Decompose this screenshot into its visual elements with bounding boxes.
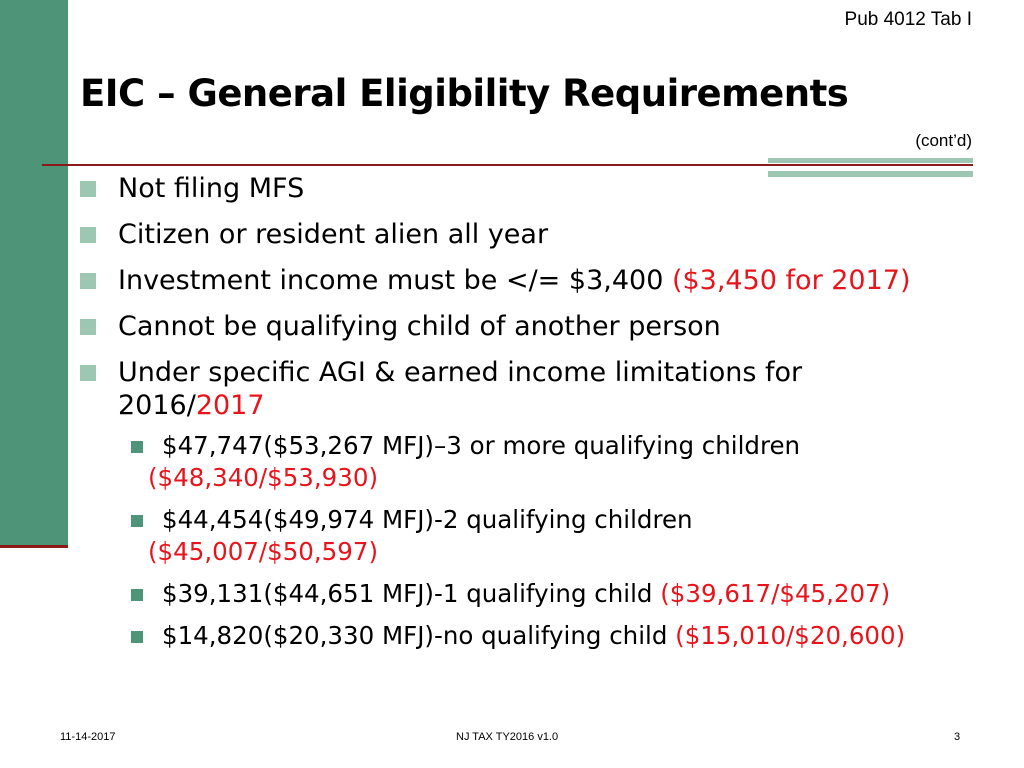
accent-rule-top [768, 158, 973, 163]
bullet-text: Investment income must be </= $3,400 [118, 265, 672, 296]
square-bullet-icon [131, 589, 143, 601]
bullet-qualifying-child: Cannot be qualifying child of another pe… [80, 310, 1020, 343]
square-bullet-icon [131, 441, 143, 453]
slide-content: Not filing MFS Citizen or resident alien… [80, 172, 1020, 662]
bullet-text: Under specific AGI & earned income limit… [118, 357, 803, 421]
side-bar-underline [0, 545, 68, 548]
sub-bullet-two-children: $44,454($49,974 MFJ)-2 qualifying childr… [131, 504, 1020, 568]
footer-version: NJ TAX TY2016 v1.0 [456, 731, 559, 743]
footer-page-number: 3 [954, 731, 961, 743]
bullet-investment-income: Investment income must be </= $3,400 ($3… [80, 264, 1020, 297]
sub-bullet-no-child: $14,820($20,330 MFJ)-no qualifying child… [131, 620, 1020, 652]
bullet-citizen-resident: Citizen or resident alien all year [80, 218, 1020, 251]
side-bar [0, 0, 68, 545]
sub-bullet-text: $44,454($49,974 MFJ)-2 qualifying childr… [162, 505, 693, 534]
square-bullet-icon [80, 181, 96, 197]
sub-bullet-2017-amount: ($39,617/$45,207) [660, 579, 891, 608]
sub-bullet-text: $47,747($53,267 MFJ)–3 or more qualifyin… [162, 431, 801, 460]
square-bullet-icon [80, 365, 96, 381]
pub-reference: Pub 4012 Tab I [844, 9, 972, 30]
bullet-text: Cannot be qualifying child of another pe… [118, 311, 721, 342]
sub-bullet-one-child: $39,131($44,651 MFJ)-1 qualifying child … [131, 578, 1020, 610]
sub-bullet-text: $39,131($44,651 MFJ)-1 qualifying child [162, 579, 661, 608]
sub-bullet-three-children: $47,747($53,267 MFJ)–3 or more qualifyin… [131, 430, 1020, 494]
square-bullet-icon [80, 227, 96, 243]
bullet-2017-amount: ($3,450 for 2017) [671, 265, 911, 296]
sub-bullet-2017-amount: ($48,340/$53,930) [148, 463, 378, 492]
slide-subtitle: (cont’d) [915, 131, 972, 150]
sub-bullet-2017-amount: ($15,010/$20,600) [675, 621, 906, 650]
square-bullet-icon [80, 273, 96, 289]
title-rule [42, 164, 973, 166]
bullet-not-filing-mfs: Not filing MFS [80, 172, 1020, 205]
accent-rule-bottom [768, 171, 973, 177]
bullet-2017-year: 2017 [195, 390, 265, 421]
square-bullet-icon [131, 631, 143, 643]
square-bullet-icon [80, 319, 96, 335]
slide-title: EIC – General Eligibility Requirements [80, 72, 849, 115]
footer-date: 11-14-2017 [60, 731, 116, 743]
bullet-agi-limits: Under specific AGI & earned income limit… [80, 356, 1020, 422]
square-bullet-icon [131, 515, 143, 527]
sub-bullet-2017-amount: ($45,007/$50,597) [148, 537, 378, 566]
bullet-text: Citizen or resident alien all year [118, 219, 549, 250]
bullet-text: Not filing MFS [118, 173, 305, 204]
sub-bullet-text: $14,820($20,330 MFJ)-no qualifying child [162, 621, 676, 650]
